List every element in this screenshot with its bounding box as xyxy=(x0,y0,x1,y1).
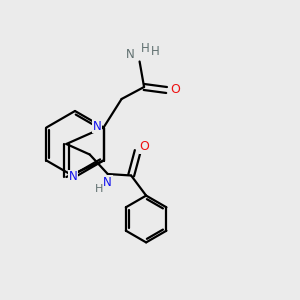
Text: O: O xyxy=(140,140,149,153)
Text: H: H xyxy=(141,42,149,56)
Text: N: N xyxy=(103,176,112,189)
Text: H: H xyxy=(95,184,103,194)
Text: H: H xyxy=(151,45,160,58)
Text: N: N xyxy=(93,119,101,133)
Text: N: N xyxy=(126,47,135,61)
Text: N: N xyxy=(69,170,77,184)
Text: O: O xyxy=(170,83,180,97)
